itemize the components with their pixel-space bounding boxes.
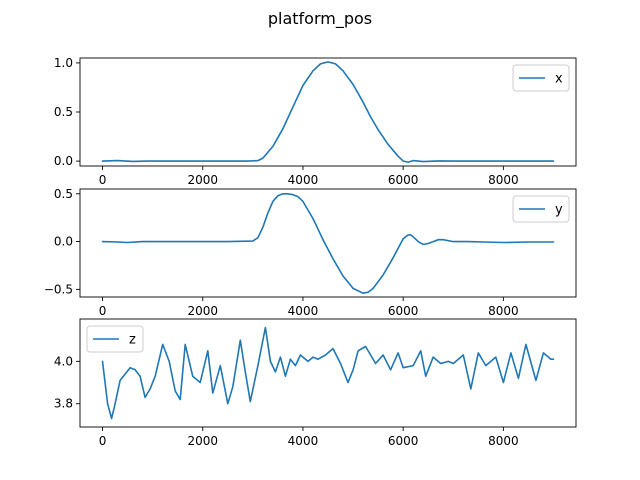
series-line-y	[101, 193, 555, 294]
legend-label: z	[129, 333, 136, 348]
x-tick-label: 0	[99, 434, 107, 448]
x-tick-label: 8000	[488, 434, 519, 448]
axes-frame	[79, 188, 577, 298]
x-tick-label: 6000	[388, 173, 419, 187]
y-tick-label: 0.0	[54, 154, 73, 168]
subplot-y: 0 2000 4000 6000 8000 −0.5 0.0 0.5 y	[44, 187, 577, 318]
y-tick-label: 4.0	[54, 354, 73, 368]
x-tick-label: 6000	[388, 304, 419, 318]
y-tick-label: 3.8	[54, 397, 73, 411]
series-line-x	[101, 61, 555, 163]
legend-label: y	[555, 203, 563, 218]
x-tick-label: 2000	[187, 304, 218, 318]
x-tick-label: 4000	[288, 304, 319, 318]
x-tick-label: 2000	[187, 434, 218, 448]
y-tick-label: 1.0	[54, 56, 73, 70]
x-tick-label: 8000	[488, 304, 519, 318]
legend: z	[86, 325, 144, 353]
axes-frame	[79, 318, 577, 428]
x-tick-label: 0	[99, 173, 107, 187]
y-tick-label: 0.0	[54, 235, 73, 249]
x-tick-label: 2000	[187, 173, 218, 187]
x-tick-label: 6000	[388, 434, 419, 448]
y-tick-label: 0.5	[54, 187, 73, 201]
legend: x	[512, 64, 570, 92]
x-tick-label: 4000	[288, 434, 319, 448]
legend: y	[512, 195, 570, 223]
figure-title: platform_pos	[268, 9, 372, 29]
axes-frame	[79, 57, 577, 167]
x-tick-label: 8000	[488, 173, 519, 187]
x-tick-label: 4000	[288, 173, 319, 187]
y-tick-label: 0.5	[54, 105, 73, 119]
subplot-x: 0 2000 4000 6000 8000 0.0 0.5 1.0 x	[54, 56, 577, 187]
x-tick-label: 0	[99, 304, 107, 318]
legend-label: x	[555, 72, 563, 87]
series-line-z	[101, 326, 555, 420]
subplot-z: 0 2000 4000 6000 8000 3.8 4.0 z	[54, 318, 577, 448]
y-tick-label: −0.5	[44, 282, 73, 296]
